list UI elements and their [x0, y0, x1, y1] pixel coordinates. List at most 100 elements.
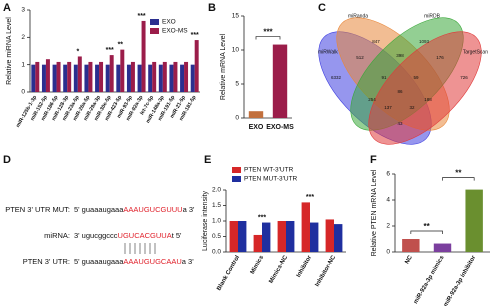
- venn-set-label: miRDB: [424, 13, 440, 19]
- venn-count: 59: [413, 75, 419, 80]
- bar: [95, 64, 100, 92]
- x-tick-label: Blank Control: [216, 255, 241, 292]
- bar: [173, 61, 178, 92]
- significance-label: ***: [137, 13, 145, 20]
- bar: [152, 61, 157, 92]
- venn-count: 91: [381, 75, 387, 80]
- panel-letter: E: [204, 154, 211, 166]
- bar: [45, 59, 50, 92]
- sequence-prefix: 5' guaaaugaaa: [74, 205, 124, 214]
- bar: [130, 61, 135, 92]
- bar: [73, 64, 78, 92]
- bar: [433, 243, 452, 252]
- y-tick-label: 10: [232, 47, 240, 54]
- bar: [277, 221, 286, 252]
- sequence: 5' guaaaugaaaAAAUGUCGUUUa 3': [74, 205, 195, 214]
- sequence-label: PTEN 3' UTR MUT:: [5, 205, 70, 214]
- bar: [77, 56, 82, 92]
- bar: [105, 64, 110, 92]
- venn-count: 32: [409, 105, 415, 110]
- x-tick-label: EXO-MS: [266, 124, 294, 131]
- comparison-label: **: [424, 222, 431, 231]
- legend-label: PTEN MUT-3'UTR: [244, 176, 298, 183]
- venn-count: 188: [424, 97, 432, 102]
- venn-count: 512: [356, 55, 364, 60]
- bar: [194, 40, 199, 92]
- sequence-seed: AAAUGUCGUUU: [123, 205, 182, 214]
- bar: [229, 221, 238, 252]
- y-tick-label: 0: [235, 115, 239, 122]
- venn-count: 847: [372, 39, 380, 44]
- bar: [310, 222, 319, 252]
- panel-letter: A: [3, 2, 11, 14]
- bar: [158, 64, 163, 92]
- bar: [120, 49, 125, 92]
- venn-count: 398: [396, 53, 404, 58]
- legend-swatch: [232, 167, 241, 173]
- panel-letter: B: [208, 2, 216, 14]
- bar: [84, 64, 89, 92]
- bar: [99, 61, 104, 92]
- y-axis-label: Relative miRNA Level: [6, 17, 13, 85]
- comparison-label: ***: [263, 28, 273, 37]
- y-axis-label: Relative PTEN mRNA Level: [371, 169, 378, 256]
- bar: [116, 64, 121, 92]
- y-tick-label: 0.5: [212, 233, 221, 240]
- bar: [402, 239, 420, 252]
- bar: [465, 189, 483, 252]
- legend-swatch: [150, 19, 159, 25]
- legend-label: EXO: [162, 19, 176, 26]
- bar: [31, 64, 36, 92]
- y-tick-label: 2.0: [212, 187, 221, 194]
- bar: [262, 222, 271, 252]
- significance-label: ***: [258, 214, 266, 221]
- legend-swatch: [232, 176, 241, 182]
- bar: [253, 234, 262, 252]
- bar: [334, 224, 343, 252]
- bar: [272, 44, 288, 119]
- bar: [67, 61, 72, 92]
- y-tick-label: 4: [386, 197, 390, 204]
- y-tick-label: 6: [386, 171, 390, 178]
- venn-count: 6332: [331, 75, 342, 80]
- bar: [56, 61, 61, 92]
- sequence-seed: AAAUGUGCAAU: [123, 257, 181, 266]
- significance-label: **: [118, 41, 124, 48]
- bar: [35, 61, 40, 92]
- panel-letter: F: [370, 154, 377, 166]
- legend-label: PTEN WT-3'UTR: [244, 167, 294, 174]
- venn-count: 43: [397, 121, 403, 126]
- significance-label: ***: [106, 47, 114, 54]
- sequence-suffix: t 5': [172, 231, 182, 240]
- y-tick-label: 1.5: [212, 202, 221, 209]
- y-tick-label: 2: [21, 34, 25, 41]
- bar: [325, 219, 334, 252]
- panel-letter: D: [3, 154, 11, 166]
- venn-count: 86: [397, 89, 403, 94]
- bar: [63, 64, 68, 92]
- y-tick-label: 0: [21, 89, 25, 96]
- venn-count: 726: [460, 75, 468, 80]
- bar: [109, 55, 114, 92]
- venn-set-label: TargetScan: [463, 49, 489, 55]
- x-tick-label: EXO: [249, 124, 264, 131]
- sequence: 3' ugucggcccUGUCACGUUAt 5': [74, 231, 182, 240]
- y-tick-label: 2: [386, 223, 390, 230]
- comparison-label: **: [455, 169, 462, 178]
- sequence-prefix: 5' guaaaugaaa: [74, 257, 124, 266]
- venn-count: 176: [436, 55, 444, 60]
- bar: [137, 64, 142, 92]
- legend-label: EXO-MS: [162, 28, 188, 35]
- x-tick-label: NC: [404, 254, 414, 265]
- comparison-bracket: [442, 177, 475, 181]
- x-tick-label: Inhibitor-NC: [315, 254, 338, 288]
- bar: [180, 64, 185, 92]
- venn-count: 1093: [419, 39, 430, 44]
- comparison-bracket: [410, 230, 443, 234]
- comparison-bracket: [255, 36, 281, 40]
- significance-label: ***: [306, 194, 314, 201]
- x-tick-label: Mimics-NC: [268, 254, 289, 284]
- legend-swatch: [150, 28, 159, 34]
- y-tick-label: 5: [235, 81, 239, 88]
- sequence-label: miRNA:: [44, 231, 70, 240]
